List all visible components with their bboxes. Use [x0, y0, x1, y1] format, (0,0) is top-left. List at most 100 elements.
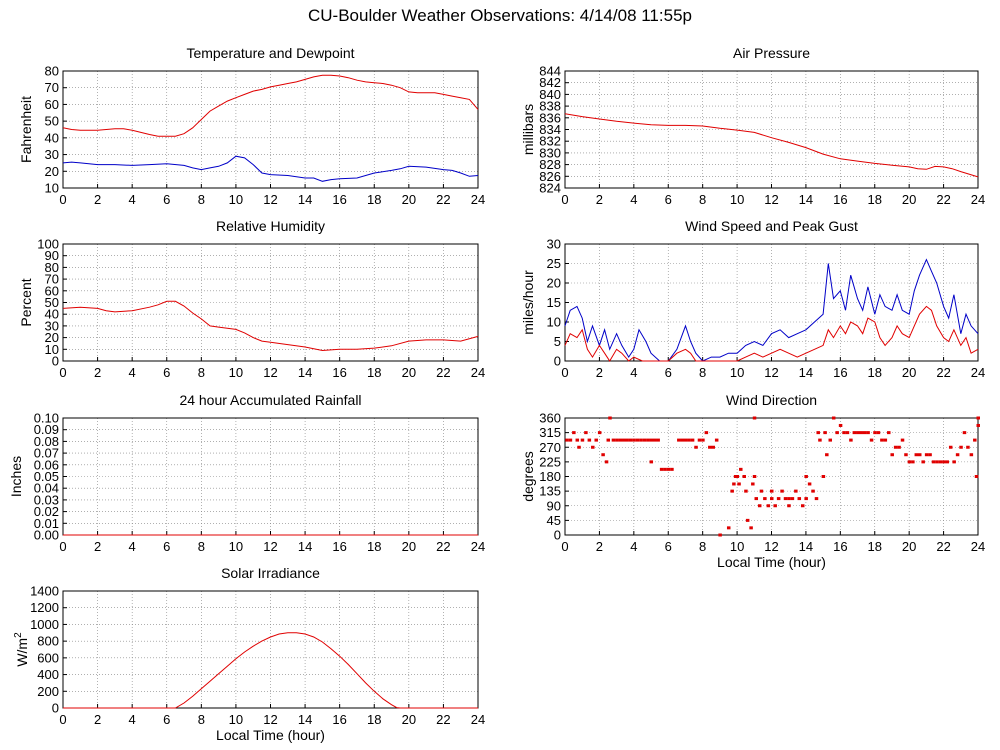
y-tick-label: 1000 — [30, 617, 59, 632]
x-tick-label: 24 — [971, 192, 985, 207]
x-tick-label: 8 — [699, 192, 706, 207]
x-tick-label: 2 — [596, 539, 603, 554]
data-point — [708, 445, 712, 449]
data-point — [828, 438, 833, 442]
x-tick-label: 18 — [868, 192, 882, 207]
data-point — [838, 423, 843, 427]
data-point — [601, 453, 605, 457]
x-tick-label: 0 — [561, 365, 568, 380]
data-point — [776, 497, 781, 501]
y-tick-label: 0.02 — [34, 504, 59, 519]
chart-title: Air Pressure — [733, 45, 810, 61]
series-line-red — [62, 74, 479, 137]
data-point — [869, 438, 874, 442]
y-tick-label: 0.06 — [34, 457, 59, 472]
x-tick-label: 14 — [298, 712, 312, 727]
x-tick-label: 22 — [436, 712, 450, 727]
data-point — [737, 482, 741, 486]
data-point — [893, 445, 898, 449]
y-tick-label: 842 — [539, 75, 561, 90]
x-tick-label: 24 — [471, 712, 485, 727]
data-point — [577, 445, 581, 449]
y-tick-label: 80 — [45, 64, 59, 79]
y-tick-label: 832 — [539, 134, 561, 149]
x-tick-label: 8 — [198, 192, 205, 207]
x-tick-label: 14 — [799, 192, 813, 207]
y-tick-label: 40 — [45, 130, 59, 145]
y-tick-label: 828 — [539, 157, 561, 172]
data-point — [814, 497, 819, 501]
x-tick-label: 16 — [833, 365, 847, 380]
x-axis-label: Local Time (hour) — [717, 554, 826, 570]
y-tick-label: 838 — [539, 99, 561, 114]
y-axis-label: miles/hour — [520, 270, 536, 335]
data-point — [938, 460, 943, 464]
data-point — [587, 438, 592, 442]
data-point — [591, 445, 595, 449]
data-point — [797, 497, 802, 501]
series-line-red — [564, 305, 979, 362]
y-tick-label: 20 — [45, 164, 59, 179]
data-point — [790, 497, 795, 501]
x-tick-label: 16 — [833, 539, 847, 554]
x-tick-label: 18 — [868, 365, 882, 380]
x-tick-label: 12 — [263, 712, 277, 727]
x-tick-label: 22 — [936, 365, 950, 380]
x-tick-label: 14 — [298, 365, 312, 380]
x-tick-label: 20 — [402, 712, 416, 727]
data-point — [973, 438, 977, 442]
chart-temp: 0 2 4 6 8 10 12 14 16 18 20 22 241020304050607080Tem… — [18, 45, 485, 207]
data-point — [568, 438, 573, 442]
data-point — [575, 438, 580, 442]
x-tick-label: 10 — [229, 712, 243, 727]
data-point — [752, 416, 757, 420]
y-tick-label: 0.04 — [34, 481, 59, 496]
x-tick-label: 12 — [263, 365, 277, 380]
y-tick-label: 70 — [45, 272, 59, 287]
y-tick-label: 0.09 — [34, 422, 59, 437]
data-point — [749, 526, 753, 530]
x-tick-label: 14 — [799, 365, 813, 380]
x-tick-label: 6 — [163, 192, 170, 207]
data-point — [608, 416, 612, 420]
x-tick-label: 16 — [332, 192, 346, 207]
chart-wdir: 0 2 4 6 8 10 12 14 16 18 20 22 240459013518022527031… — [520, 392, 985, 570]
data-point — [873, 431, 877, 435]
x-tick-label: 22 — [436, 539, 450, 554]
y-tick-label: 360 — [539, 411, 561, 426]
x-tick-label: 12 — [764, 365, 778, 380]
data-point — [628, 438, 633, 442]
y-tick-label: 80 — [45, 260, 59, 275]
x-tick-label: 22 — [936, 192, 950, 207]
y-tick-label: 0.05 — [34, 469, 59, 484]
data-point — [935, 460, 939, 464]
x-tick-label: 18 — [367, 192, 381, 207]
data-point — [842, 431, 846, 435]
data-point — [917, 453, 922, 457]
data-point — [670, 467, 674, 471]
x-tick-label: 22 — [436, 365, 450, 380]
data-point — [652, 438, 657, 442]
x-tick-label: 18 — [367, 712, 381, 727]
y-tick-label: 70 — [45, 80, 59, 95]
y-tick-label: 1400 — [30, 584, 59, 599]
x-tick-label: 12 — [764, 192, 778, 207]
data-point — [680, 438, 685, 442]
data-point — [962, 431, 967, 435]
data-point — [565, 438, 569, 442]
data-point — [690, 438, 695, 442]
x-tick-label: 24 — [971, 539, 985, 554]
data-point — [677, 438, 681, 442]
data-point — [804, 497, 808, 501]
x-tick-label: 20 — [902, 539, 916, 554]
y-tick-label: 836 — [539, 110, 561, 125]
data-point — [594, 438, 598, 442]
x-tick-label: 16 — [332, 539, 346, 554]
chart-solar: 0 2 4 6 8 10 12 14 16 18 20 22 240200400600800100012… — [13, 565, 485, 743]
y-tick-label: 826 — [539, 169, 561, 184]
data-point — [580, 438, 585, 442]
data-point — [804, 475, 808, 478]
data-point — [766, 504, 771, 508]
